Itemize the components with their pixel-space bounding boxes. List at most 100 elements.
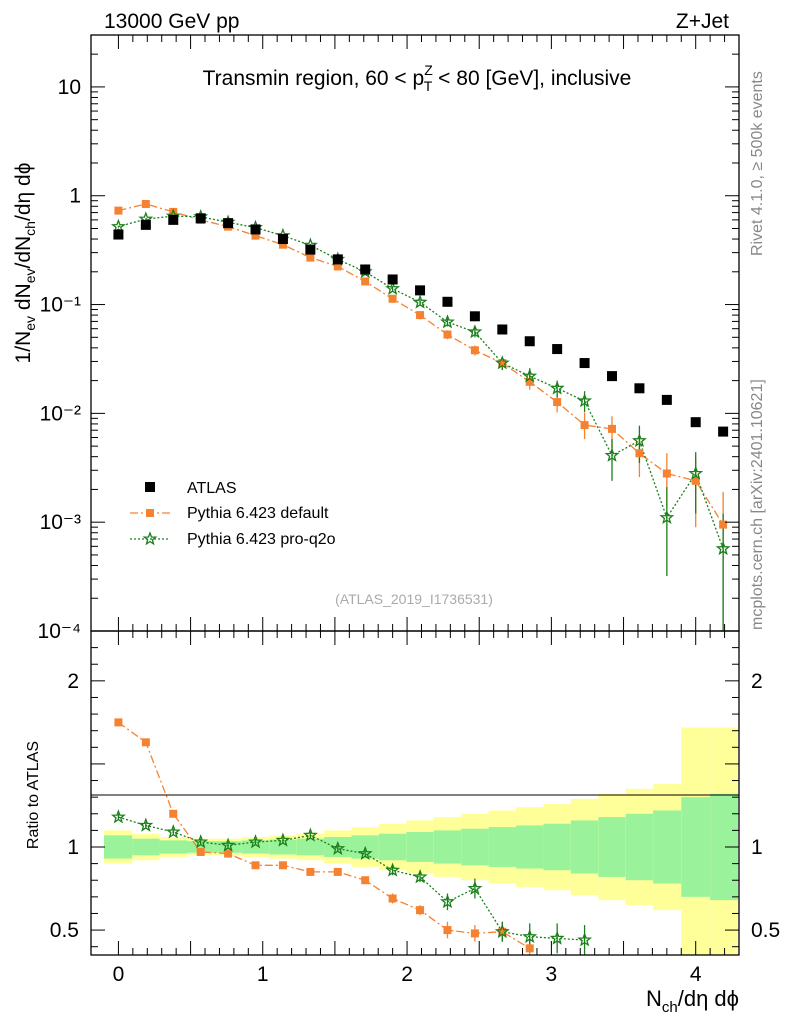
ratio-proq2o-point (248, 834, 263, 849)
ylabel-part-4: /dη dϕ (12, 163, 35, 221)
atlas-point (387, 274, 398, 285)
proq2o-point (659, 509, 675, 524)
ylabel-part-3: /dN (12, 236, 35, 269)
ratio-default-point (333, 867, 342, 876)
ratio-y-tick-label-left: 2 (67, 670, 79, 693)
ratio-proq2o-point (330, 840, 346, 855)
default-point (470, 346, 479, 355)
main-panel: 10 1 10⁻¹ 10⁻² 10⁻³ 10⁻⁴ Transmin region, 60 … (12, 34, 740, 643)
ratio-proq2o-point (275, 832, 291, 847)
ratio-band-inner (241, 840, 270, 854)
ratio-default-point (498, 927, 507, 936)
default-point (141, 199, 150, 208)
xlabel-part-1: N (646, 986, 662, 1011)
default-point (580, 421, 589, 430)
x-axis-label: Nch/dη dϕ (646, 986, 739, 1016)
ylabel-sub-3: ch (22, 221, 38, 236)
main-y-tick-label: 1 (69, 185, 81, 208)
proq2o-point (412, 294, 428, 309)
atlas-point (552, 344, 563, 355)
process-label: Z+Jet (676, 10, 729, 33)
default-point (361, 277, 370, 286)
default-point (388, 294, 397, 303)
ratio-band-inner (681, 797, 711, 897)
plot-title: Transmin region, 60 < pZ T < 80 [GeV], in… (203, 62, 632, 94)
atlas-point (718, 426, 729, 437)
ylabel-part-2: dN (12, 283, 35, 316)
ratio-default-point (114, 718, 123, 727)
default-point (443, 330, 452, 339)
ratio-proq2o-point (220, 837, 236, 852)
ratio-default-line (118, 721, 531, 949)
atlas-point (415, 285, 426, 296)
atlas-point (223, 218, 234, 229)
ratio-default-point (306, 867, 315, 876)
ratio-default-point (388, 894, 397, 903)
ratio-proq2o-point (577, 932, 593, 947)
ratio-band-inner (132, 838, 160, 856)
ratio-band-inner (625, 813, 654, 881)
ratio-panel: 0 1 2 3 4 2 2 1 1 0.5 0.5 Ratio to ATLAS Nch/dη dϕ (25, 630, 780, 1016)
default-point (662, 469, 671, 478)
analysis-id: (ATLAS_2019_I1736531) (335, 591, 493, 607)
proq2o-point (467, 324, 483, 339)
rivet-label: Rivet 4.1.0, ≥ 500k events (749, 71, 766, 256)
ratio-proq2o-point (440, 893, 455, 909)
plot-title-main: Transmin region, 60 < p (203, 67, 425, 90)
legend: ATLAS Pythia 6.423 default Pythia 6.423 … (130, 480, 336, 548)
main-y-tick-label: 10⁻¹ (40, 294, 81, 317)
proq2o-point (715, 540, 731, 556)
ratio-y-tick-label-left: 0.5 (50, 919, 79, 942)
default-point (635, 449, 644, 458)
main-y-label: 1/Nev dNev/dNch/dη dϕ (12, 163, 38, 364)
ratio-default-point (251, 861, 260, 870)
x-tick-label: 4 (690, 963, 702, 986)
ratio-default-point (169, 809, 178, 818)
legend-label-default: Pythia 6.423 default (187, 505, 329, 522)
main-y-tick-label: 10⁻³ (40, 511, 81, 534)
atlas-point (140, 219, 151, 230)
ratio-band-inner (433, 830, 462, 864)
default-point (719, 520, 728, 529)
proq2o-point (385, 280, 401, 295)
atlas-point (634, 383, 645, 394)
proq2o-point (549, 380, 565, 395)
default-point (607, 424, 616, 433)
proq2o-point (688, 465, 704, 480)
ratio-proq2o-point (385, 862, 401, 877)
ratio-default-point (470, 929, 479, 938)
ratio-default-point (224, 849, 233, 858)
ratio-band-inner (269, 839, 297, 855)
ratio-band-inner (653, 810, 682, 884)
proq2o-point (522, 368, 538, 383)
atlas-point (168, 214, 179, 225)
ratio-band-inner (406, 832, 434, 862)
ylabel-sub-1: ev (22, 316, 38, 331)
ratio-proq2o-point (138, 817, 154, 832)
atlas-point (524, 336, 535, 347)
main-y-tick-label: 10 (58, 76, 81, 99)
default-point (525, 377, 534, 386)
atlas-point (469, 311, 480, 322)
ratio-band-inner (570, 820, 599, 874)
default-point (251, 231, 260, 240)
default-point (498, 359, 507, 368)
ratio-y-tick-label-right: 2 (751, 670, 763, 693)
ratio-band-inner (598, 817, 626, 877)
ratio-band (103, 727, 738, 955)
default-point (691, 476, 700, 485)
x-tick-label: 2 (401, 963, 413, 986)
default-point (333, 262, 342, 271)
ratio-default-point (361, 876, 370, 885)
atlas-point (305, 244, 316, 255)
atlas-point (579, 358, 590, 369)
default-point (306, 253, 315, 262)
ratio-proq2o-point (494, 923, 510, 939)
ratio-default-point (525, 944, 534, 953)
ratio-band-inner (516, 825, 544, 869)
ratio-default-point (416, 906, 425, 915)
ratio-band-inner (186, 841, 215, 853)
x-tick-label: 1 (257, 963, 269, 986)
default-point (416, 311, 425, 320)
